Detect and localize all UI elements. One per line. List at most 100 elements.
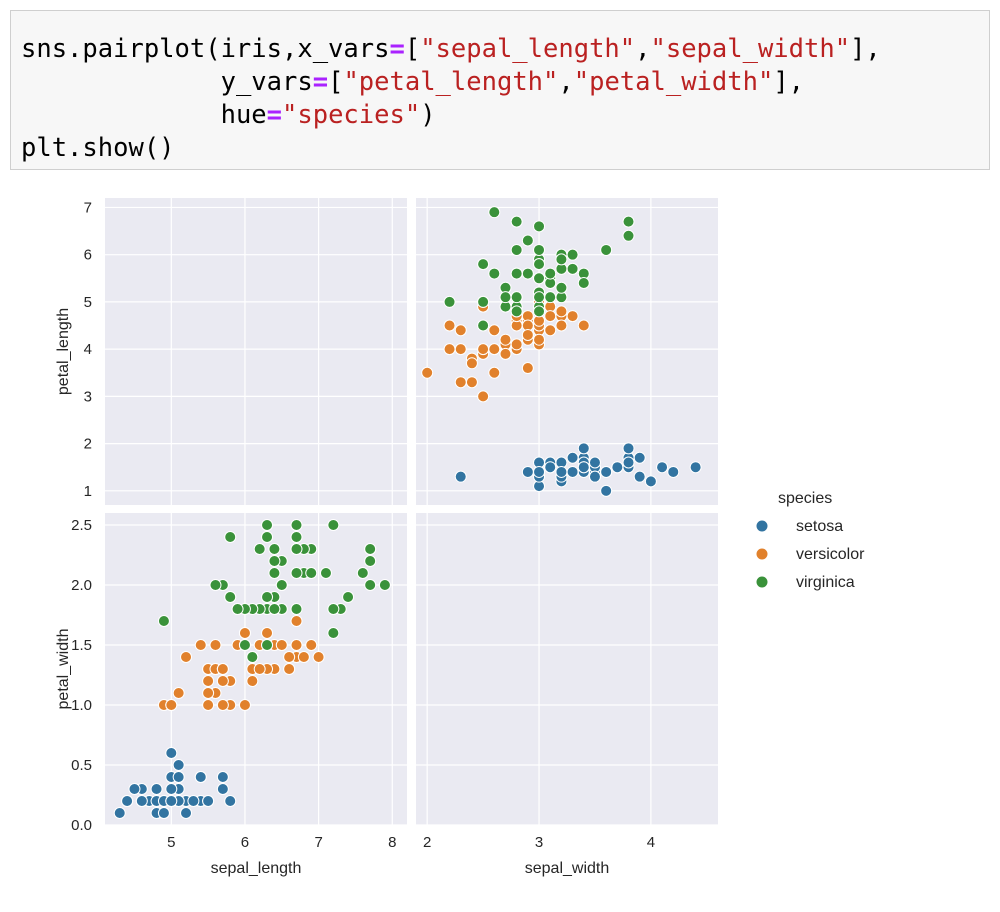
x-axis-label: sepal_length xyxy=(211,860,302,877)
code-token: hue xyxy=(220,100,267,130)
scatter-point-virginica xyxy=(364,579,377,591)
scatter-point-versicolor xyxy=(544,310,557,323)
scatter-point-virginica xyxy=(290,567,303,579)
scatter-point-versicolor xyxy=(555,319,568,332)
code-line-2: y_vars=["petal_length","petal_width"], xyxy=(21,66,804,99)
code-line-1: sns.pairplot(iris,x_vars=["sepal_length"… xyxy=(21,33,881,66)
scatter-point-virginica xyxy=(327,603,340,615)
scatter-point-versicolor xyxy=(488,324,501,337)
code-operator: = xyxy=(389,34,405,64)
y-tick-label: 2.5 xyxy=(71,517,92,534)
scatter-point-virginica xyxy=(268,603,281,615)
scatter-point-virginica xyxy=(261,591,274,603)
scatter-point-virginica xyxy=(275,579,288,591)
scatter-point-virginica xyxy=(521,267,534,280)
scatter-point-versicolor xyxy=(165,699,178,711)
scatter-point-virginica xyxy=(510,305,523,318)
scatter-point-virginica xyxy=(488,206,501,219)
x-tick-label: 2 xyxy=(423,834,431,851)
code-cell[interactable]: sns.pairplot(iris,x_vars=["sepal_length"… xyxy=(10,10,990,170)
scatter-point-versicolor xyxy=(521,328,534,341)
scatter-point-setosa xyxy=(566,451,579,464)
scatter-point-virginica xyxy=(544,267,557,280)
scatter-point-virginica xyxy=(555,253,568,266)
pairplot-figure: 1 2 3 4 5 6 7 petal_length 0.0 0.5 1.0 1.5 2.0 2.5 pet… xyxy=(55,198,865,877)
code-token: , xyxy=(558,67,574,97)
scatter-point-setosa xyxy=(128,783,141,795)
code-token: sns.pairplot(iris,x_vars xyxy=(21,34,390,64)
scatter-point-versicolor xyxy=(238,699,251,711)
scatter-point-virginica xyxy=(246,651,259,663)
y-tick-label: 1.5 xyxy=(71,637,92,654)
code-string: "petal_width" xyxy=(573,67,774,97)
scatter-point-virginica xyxy=(290,603,303,615)
scatter-point-versicolor xyxy=(194,639,207,651)
scatter-point-setosa xyxy=(656,461,669,474)
code-token: [ xyxy=(328,67,344,97)
scatter-point-versicolor xyxy=(477,390,490,403)
y-axis-label: petal_length xyxy=(55,308,72,395)
scatter-point-setosa xyxy=(172,771,185,783)
scatter-point-versicolor xyxy=(510,338,523,351)
scatter-point-virginica xyxy=(544,291,557,304)
scatter-point-versicolor xyxy=(521,362,534,375)
scatter-point-versicolor xyxy=(290,615,303,627)
x-axis-label: sepal_width xyxy=(525,860,610,877)
scatter-point-versicolor xyxy=(283,651,296,663)
scatter-point-virginica xyxy=(600,243,613,256)
code-indent xyxy=(21,67,221,97)
scatter-point-virginica xyxy=(622,215,635,228)
scatter-point-virginica xyxy=(477,295,490,308)
scatter-point-versicolor xyxy=(290,639,303,651)
scatter-point-setosa xyxy=(633,470,646,483)
scatter-point-versicolor xyxy=(454,324,467,337)
legend-title: species xyxy=(778,490,832,507)
scatter-point-virginica xyxy=(443,295,456,308)
scatter-point-versicolor xyxy=(555,305,568,318)
y-tick-label: 0.0 xyxy=(71,817,92,834)
scatter-point-versicolor xyxy=(566,310,579,323)
code-token: [ xyxy=(404,34,421,64)
scatter-point-versicolor xyxy=(477,343,490,356)
scatter-point-setosa xyxy=(113,807,126,819)
scatter-point-versicolor xyxy=(246,675,259,687)
scatter-point-setosa xyxy=(588,456,601,469)
scatter-point-setosa xyxy=(454,470,467,483)
x-tick-label: 5 xyxy=(167,834,175,851)
scatter-point-setosa xyxy=(172,759,185,771)
scatter-point-virginica xyxy=(510,267,523,280)
y-tick-label: 0.5 xyxy=(71,757,92,774)
scatter-point-virginica xyxy=(268,543,281,555)
scatter-point-virginica xyxy=(231,603,244,615)
x-tick-label: 4 xyxy=(647,834,655,851)
scatter-point-setosa xyxy=(121,795,134,807)
y-tick-label: 4 xyxy=(84,341,92,358)
y-tick-label: 1 xyxy=(84,483,92,500)
scatter-point-versicolor xyxy=(209,639,222,651)
legend-label-setosa: setosa xyxy=(796,518,843,535)
scatter-point-virginica xyxy=(364,555,377,567)
code-string: "petal_length" xyxy=(343,67,559,97)
scatter-point-setosa xyxy=(611,461,624,474)
scatter-point-virginica xyxy=(577,277,590,290)
scatter-point-versicolor xyxy=(577,319,590,332)
scatter-point-virginica xyxy=(290,519,303,531)
scatter-point-setosa xyxy=(194,771,207,783)
y-tick-label: 5 xyxy=(84,294,92,311)
scatter-point-virginica xyxy=(566,248,579,261)
scatter-point-virginica xyxy=(622,229,635,242)
scatter-point-setosa xyxy=(135,795,148,807)
y-axis-label: petal_width xyxy=(55,629,72,710)
scatter-point-setosa xyxy=(187,795,200,807)
scatter-point-virginica xyxy=(510,215,523,228)
scatter-point-setosa xyxy=(555,465,568,478)
scatter-point-versicolor xyxy=(305,639,318,651)
scatter-point-setosa xyxy=(633,451,646,464)
scatter-point-versicolor xyxy=(180,651,193,663)
scatter-point-versicolor xyxy=(216,663,229,675)
scatter-point-versicolor xyxy=(488,366,501,379)
scatter-point-setosa xyxy=(689,461,702,474)
y-tick-label: 7 xyxy=(84,199,92,216)
scatter-point-setosa xyxy=(600,465,613,478)
scatter-point-setosa xyxy=(644,475,657,488)
